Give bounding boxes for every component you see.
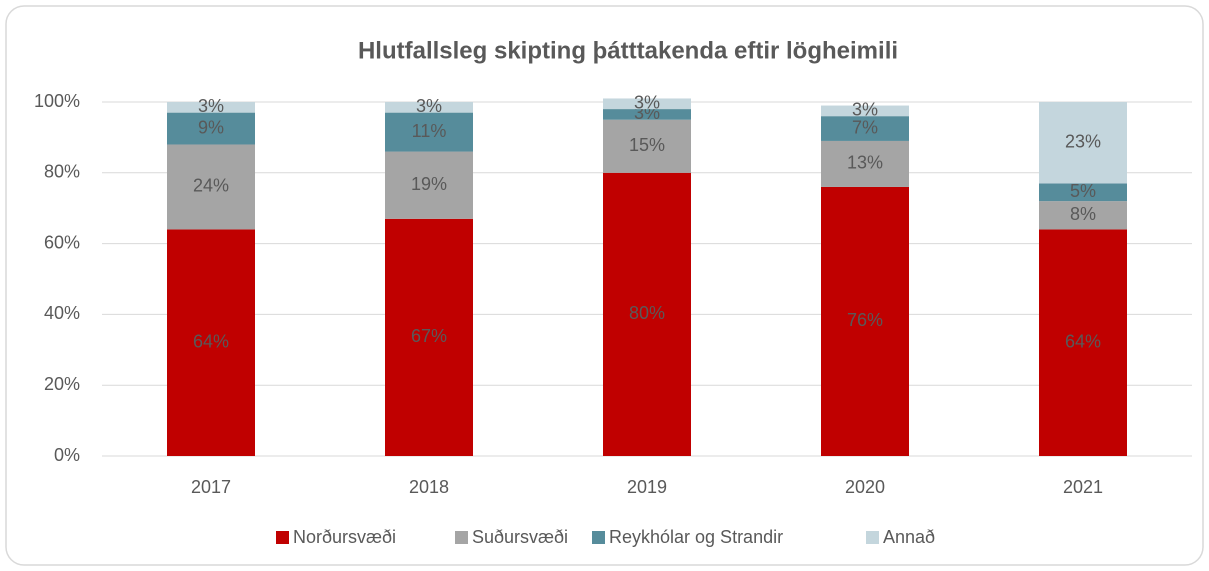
bar-segment	[603, 98, 691, 110]
data-label: 11%	[412, 121, 447, 141]
y-tick-label: 100%	[34, 91, 80, 111]
data-label: 13%	[847, 153, 883, 173]
bar-segment	[821, 140, 909, 187]
legend-swatch	[592, 531, 605, 544]
data-label: 23%	[1065, 131, 1101, 151]
data-label: 76%	[847, 310, 883, 330]
bar-segment	[385, 112, 473, 152]
bar-segment	[1039, 183, 1127, 202]
data-label: 15%	[629, 135, 665, 155]
data-label: 3%	[198, 96, 224, 116]
data-label: 3%	[416, 96, 442, 116]
data-label: 19%	[411, 174, 447, 194]
bar-segment	[1039, 201, 1127, 230]
data-label: 8%	[1070, 204, 1096, 224]
y-tick-label: 0%	[54, 445, 80, 465]
bar-segment	[167, 112, 255, 145]
bar-segment	[385, 102, 473, 113]
y-tick-label: 80%	[44, 162, 80, 182]
chart-title: Hlutfallsleg skipting þátttakenda eftir …	[358, 37, 898, 64]
data-label: 64%	[1065, 331, 1101, 351]
legend-label: Suðursvæði	[472, 527, 568, 547]
data-label: 3%	[634, 93, 660, 113]
legend-swatch	[276, 531, 289, 544]
y-tick-label: 20%	[44, 374, 80, 394]
legend-label: Reykhólar og Strandir	[609, 527, 783, 547]
x-tick-label: 2019	[627, 477, 667, 497]
bar-segment	[821, 116, 909, 141]
y-tick-label: 40%	[44, 303, 80, 323]
bar-segment	[821, 186, 909, 456]
data-label: 5%	[1070, 181, 1096, 201]
bar-segment	[603, 172, 691, 457]
bar-segment	[385, 218, 473, 456]
bar-segment	[385, 151, 473, 219]
x-tick-label: 2020	[845, 477, 885, 497]
bar-segment	[167, 102, 255, 113]
bar-segment	[603, 119, 691, 173]
legend-label: Norðursvæði	[293, 527, 396, 547]
bar-segment	[167, 229, 255, 456]
bar-segment	[603, 109, 691, 120]
legend-label: Annað	[883, 527, 935, 547]
x-tick-label: 2018	[409, 477, 449, 497]
bar-segment	[1039, 229, 1127, 456]
data-label: 24%	[193, 176, 229, 196]
data-label: 80%	[629, 303, 665, 323]
x-tick-label: 2021	[1063, 477, 1103, 497]
legend-swatch	[455, 531, 468, 544]
bar-segment	[1039, 102, 1127, 184]
y-tick-label: 60%	[44, 232, 80, 252]
data-label: 67%	[411, 326, 447, 346]
bar-segment	[821, 105, 909, 117]
data-label: 7%	[852, 117, 878, 137]
data-label: 64%	[193, 331, 229, 351]
x-tick-label: 2017	[191, 477, 231, 497]
bar-segment	[167, 144, 255, 230]
legend-swatch	[866, 531, 879, 544]
data-label: 3%	[852, 100, 878, 120]
data-label: 9%	[198, 117, 224, 137]
